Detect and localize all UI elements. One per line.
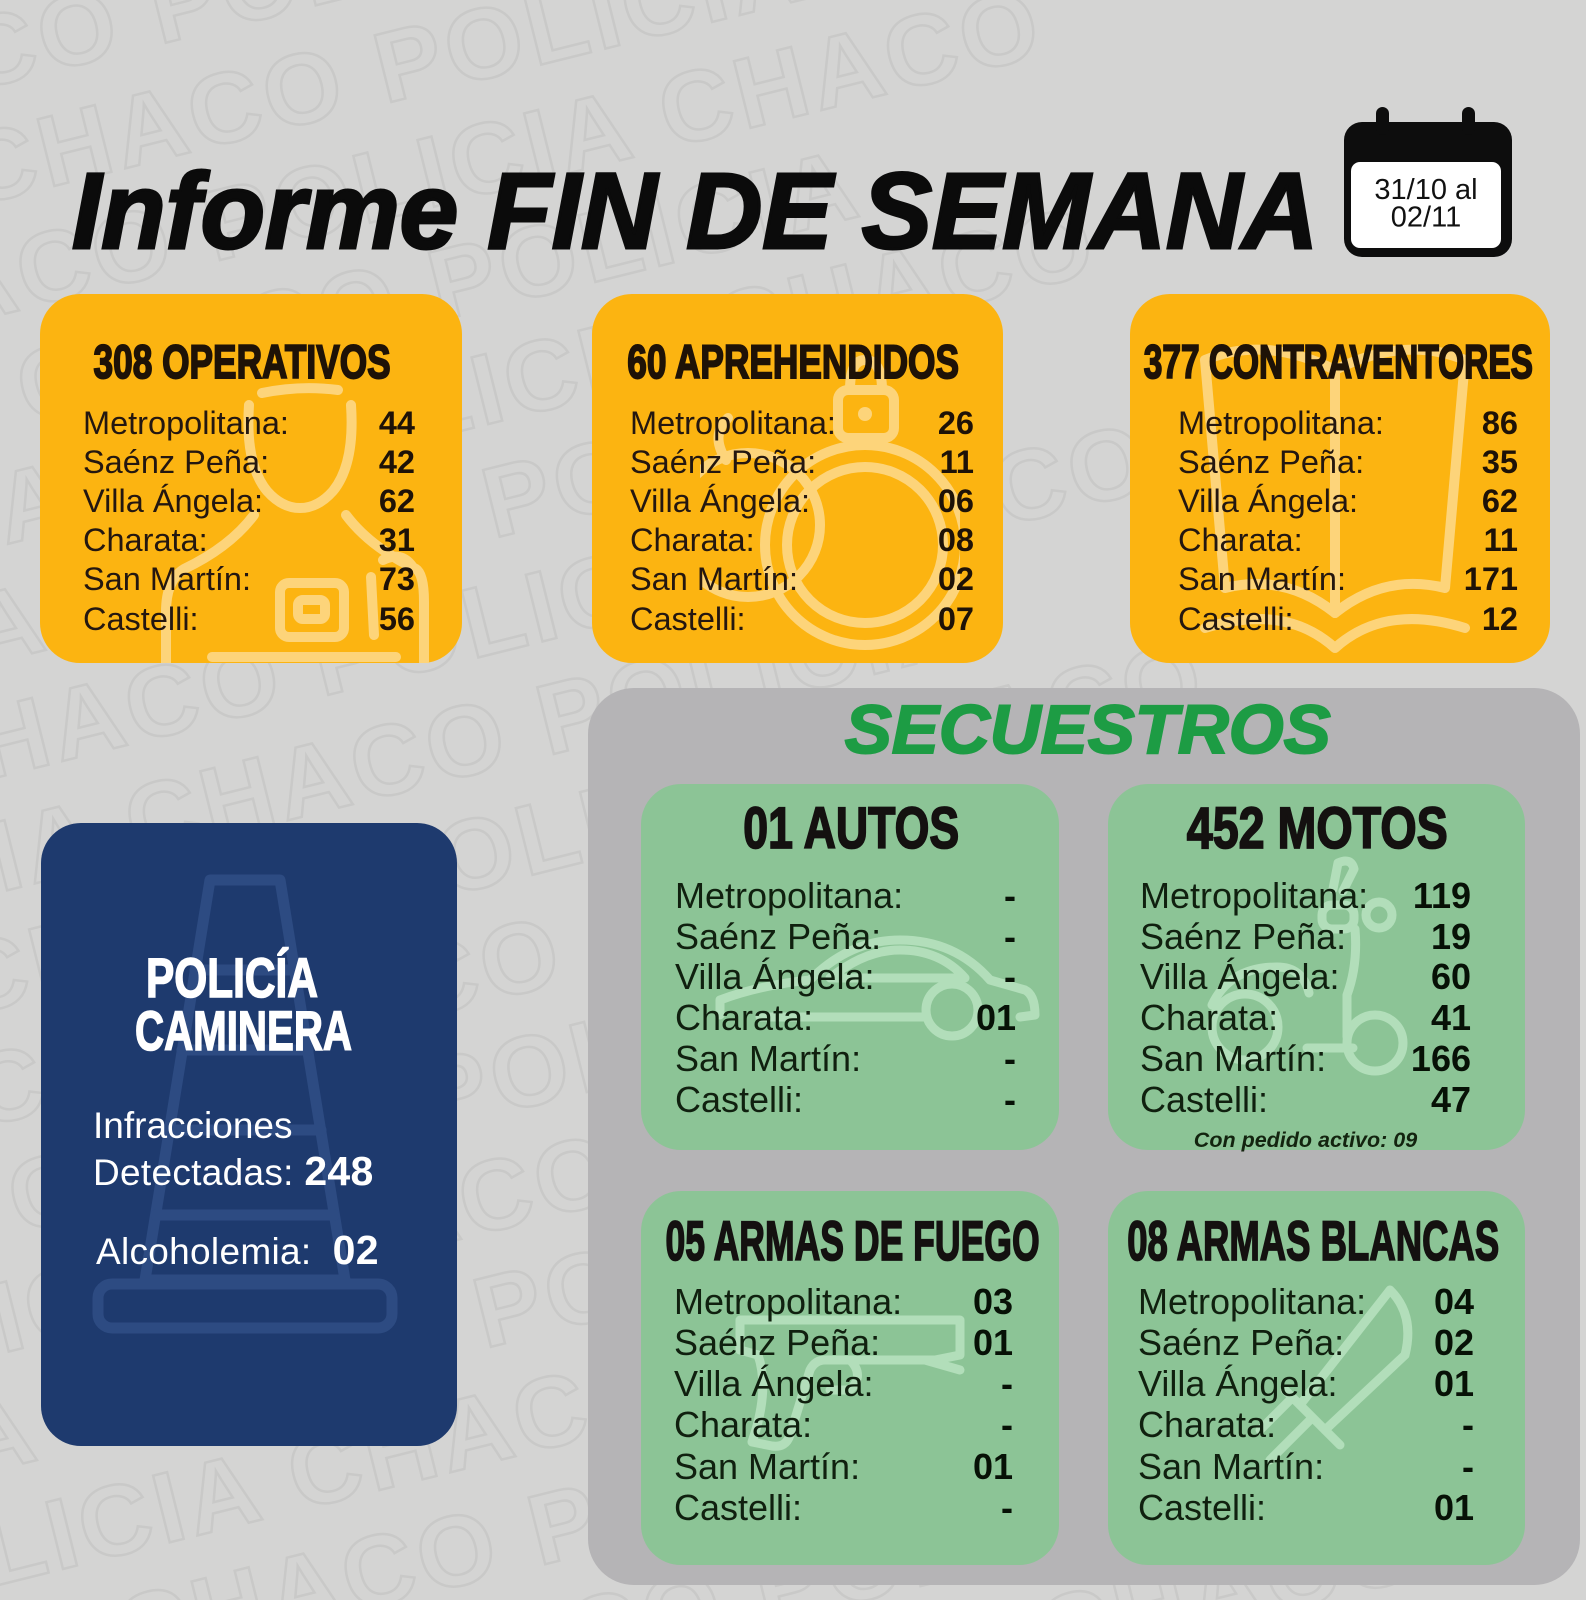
svg-text:31/10 al: 31/10 al — [1374, 174, 1477, 206]
svg-text:02/11: 02/11 — [1391, 202, 1461, 234]
